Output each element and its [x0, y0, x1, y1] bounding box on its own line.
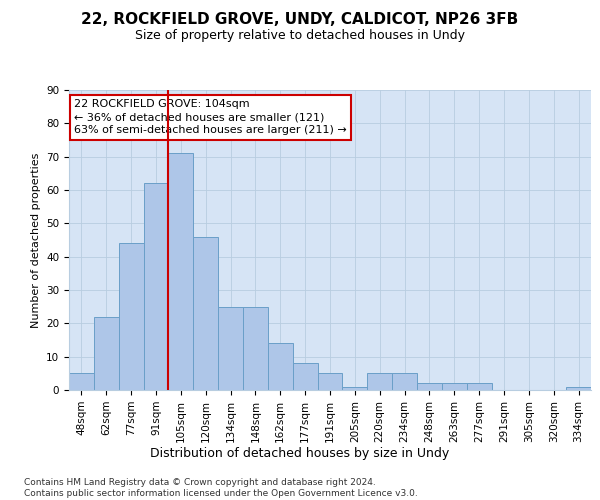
Y-axis label: Number of detached properties: Number of detached properties: [31, 152, 41, 328]
Text: 22 ROCKFIELD GROVE: 104sqm
← 36% of detached houses are smaller (121)
63% of sem: 22 ROCKFIELD GROVE: 104sqm ← 36% of deta…: [74, 99, 347, 136]
Bar: [392, 374, 417, 390]
Bar: [218, 306, 243, 390]
Bar: [566, 386, 591, 390]
Bar: [243, 306, 268, 390]
Bar: [193, 236, 218, 390]
Bar: [317, 374, 343, 390]
Bar: [143, 184, 169, 390]
Bar: [367, 374, 392, 390]
Bar: [417, 384, 442, 390]
Text: 22, ROCKFIELD GROVE, UNDY, CALDICOT, NP26 3FB: 22, ROCKFIELD GROVE, UNDY, CALDICOT, NP2…: [82, 12, 518, 28]
Text: Contains HM Land Registry data © Crown copyright and database right 2024.
Contai: Contains HM Land Registry data © Crown c…: [24, 478, 418, 498]
Bar: [442, 384, 467, 390]
Bar: [119, 244, 143, 390]
Bar: [293, 364, 317, 390]
Text: Distribution of detached houses by size in Undy: Distribution of detached houses by size …: [151, 448, 449, 460]
Bar: [94, 316, 119, 390]
Bar: [343, 386, 367, 390]
Bar: [69, 374, 94, 390]
Bar: [268, 344, 293, 390]
Bar: [467, 384, 491, 390]
Text: Size of property relative to detached houses in Undy: Size of property relative to detached ho…: [135, 29, 465, 42]
Bar: [169, 154, 193, 390]
